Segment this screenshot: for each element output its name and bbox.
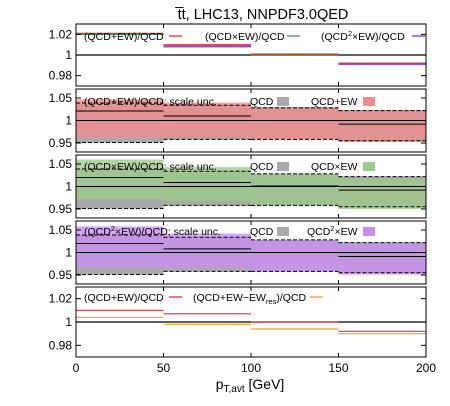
x-tick-label-150: 150 bbox=[328, 361, 348, 375]
y-tick-label-1: 1 bbox=[65, 48, 72, 62]
y-tick-label-0.98: 0.98 bbox=[49, 338, 73, 352]
panel-title: (QCD+EW)/QCD; scale unc. bbox=[84, 96, 217, 108]
legend-swatch-purple-band bbox=[363, 227, 375, 236]
legend-qcd-plus-ew: (QCD+EW)/QCD bbox=[84, 31, 164, 43]
scale-band-bin-1 bbox=[163, 233, 251, 268]
scale-band-bin-3 bbox=[338, 243, 426, 275]
legend-qcd-times-ew: QCD×EW bbox=[311, 161, 357, 173]
y-tick-label-1.05: 1.05 bbox=[49, 223, 73, 237]
x-tick-label-50: 50 bbox=[157, 361, 171, 375]
y-tick-label-1: 1 bbox=[65, 180, 72, 194]
scale-band-bin-0 bbox=[76, 159, 164, 200]
scale-band-bin-3 bbox=[338, 178, 426, 209]
y-tick-label-0.95: 0.95 bbox=[49, 268, 73, 282]
panel-title: (QCD2×EW)/QCD; scale unc. bbox=[84, 224, 221, 238]
y-tick-label-0.98: 0.98 bbox=[49, 69, 73, 83]
legend-qcd: QCD bbox=[250, 226, 274, 238]
panel-title: (QCD×EW)/QCD; scale unc. bbox=[84, 161, 217, 173]
legend-swatch-green-band bbox=[363, 162, 375, 171]
x-axis-label: pT,avt [GeV] bbox=[216, 376, 285, 395]
panel-ratios: 0.98 1 1.02 (QCD+EW)/QCD (QCD×EW)/QCD (QCD… bbox=[49, 23, 427, 87]
y-tick-label-1: 1 bbox=[65, 114, 72, 128]
y-tick-label-1.02: 1.02 bbox=[49, 292, 73, 306]
scale-band-bin-0 bbox=[76, 99, 164, 138]
legend-qcd-plus-ew-minus-ewres: (QCD+EW−EWres)/QCD bbox=[193, 292, 307, 306]
legend-qcd-plus-ew: QCD+EW bbox=[311, 96, 357, 108]
legend-swatch-qcd-band bbox=[277, 97, 289, 106]
legend-swatch-qcd-band bbox=[277, 227, 289, 236]
y-tick-label-1: 1 bbox=[65, 246, 72, 260]
y-tick-label-0.95: 0.95 bbox=[49, 136, 73, 150]
legend-qcd: QCD bbox=[250, 96, 274, 108]
scale-band-bin-3 bbox=[338, 110, 426, 143]
y-tick-label-1: 1 bbox=[65, 315, 72, 329]
scale-band-bin-1 bbox=[163, 167, 251, 202]
figure-title: t̅t, LHC13, NNPDF3.0QED bbox=[174, 7, 348, 23]
scale-band-bin-2 bbox=[251, 107, 339, 140]
x-tick-label-200: 200 bbox=[416, 361, 436, 375]
y-tick-label-0.95: 0.95 bbox=[49, 202, 73, 216]
panel-resummation: 0.98 1 1.02 0 50 100 150 200 (QCD+EW)/QCD (QCD+… bbox=[49, 286, 436, 375]
y-tick-label-1.02: 1.02 bbox=[49, 27, 73, 41]
legend-swatch-qcd-band bbox=[277, 162, 289, 171]
panel-scale-qcd-times-ew: 0.95 1 1.05 (QCD×EW)/QCD; scale unc. QCD Q… bbox=[49, 154, 427, 219]
panel-scale-qcd-plus-ew: 0.95 1 1.05 (QCD+EW)/QCD; scale unc. QCD Q… bbox=[49, 88, 427, 153]
scale-band-bin-2 bbox=[251, 239, 339, 272]
legend-qcd-times-ew: (QCD×EW)/QCD bbox=[205, 31, 285, 43]
legend-qcd: QCD bbox=[250, 161, 274, 173]
legend-qcd2-times-ew: QCD2×EW bbox=[307, 224, 358, 238]
scale-band-bin-0 bbox=[76, 226, 164, 267]
x-tick-label-0: 0 bbox=[73, 361, 80, 375]
legend-swatch-red-band bbox=[363, 97, 375, 106]
legend-qcd2-times-ew: (QCD2×EW)/QCD bbox=[321, 29, 405, 43]
x-tick-label-100: 100 bbox=[241, 361, 261, 375]
legend-qcd-plus-ew: (QCD+EW)/QCD bbox=[84, 292, 164, 304]
y-tick-label-1.05: 1.05 bbox=[49, 157, 73, 171]
y-tick-label-1.05: 1.05 bbox=[49, 91, 73, 105]
scale-band-bin-2 bbox=[251, 173, 339, 205]
